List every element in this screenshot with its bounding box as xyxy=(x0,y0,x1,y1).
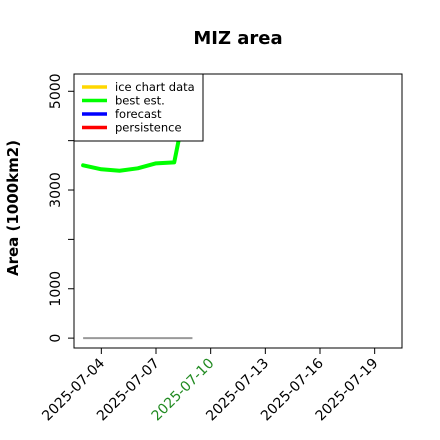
y-tick-label: 0 xyxy=(48,334,64,343)
legend-label: persistence xyxy=(115,121,182,135)
y-axis-label: Area (1000km2) xyxy=(4,140,22,276)
y-tick-label: 5000 xyxy=(48,73,64,109)
plot-frame xyxy=(73,73,403,349)
legend-label: best est. xyxy=(115,94,165,108)
legend-label: ice chart data xyxy=(115,80,195,94)
legend-label: forecast xyxy=(115,107,162,121)
y-tick-label: 3000 xyxy=(48,172,64,208)
legend-box xyxy=(73,73,204,142)
chart-title: MIZ area xyxy=(193,28,282,49)
y-tick-label: 1000 xyxy=(48,271,64,307)
